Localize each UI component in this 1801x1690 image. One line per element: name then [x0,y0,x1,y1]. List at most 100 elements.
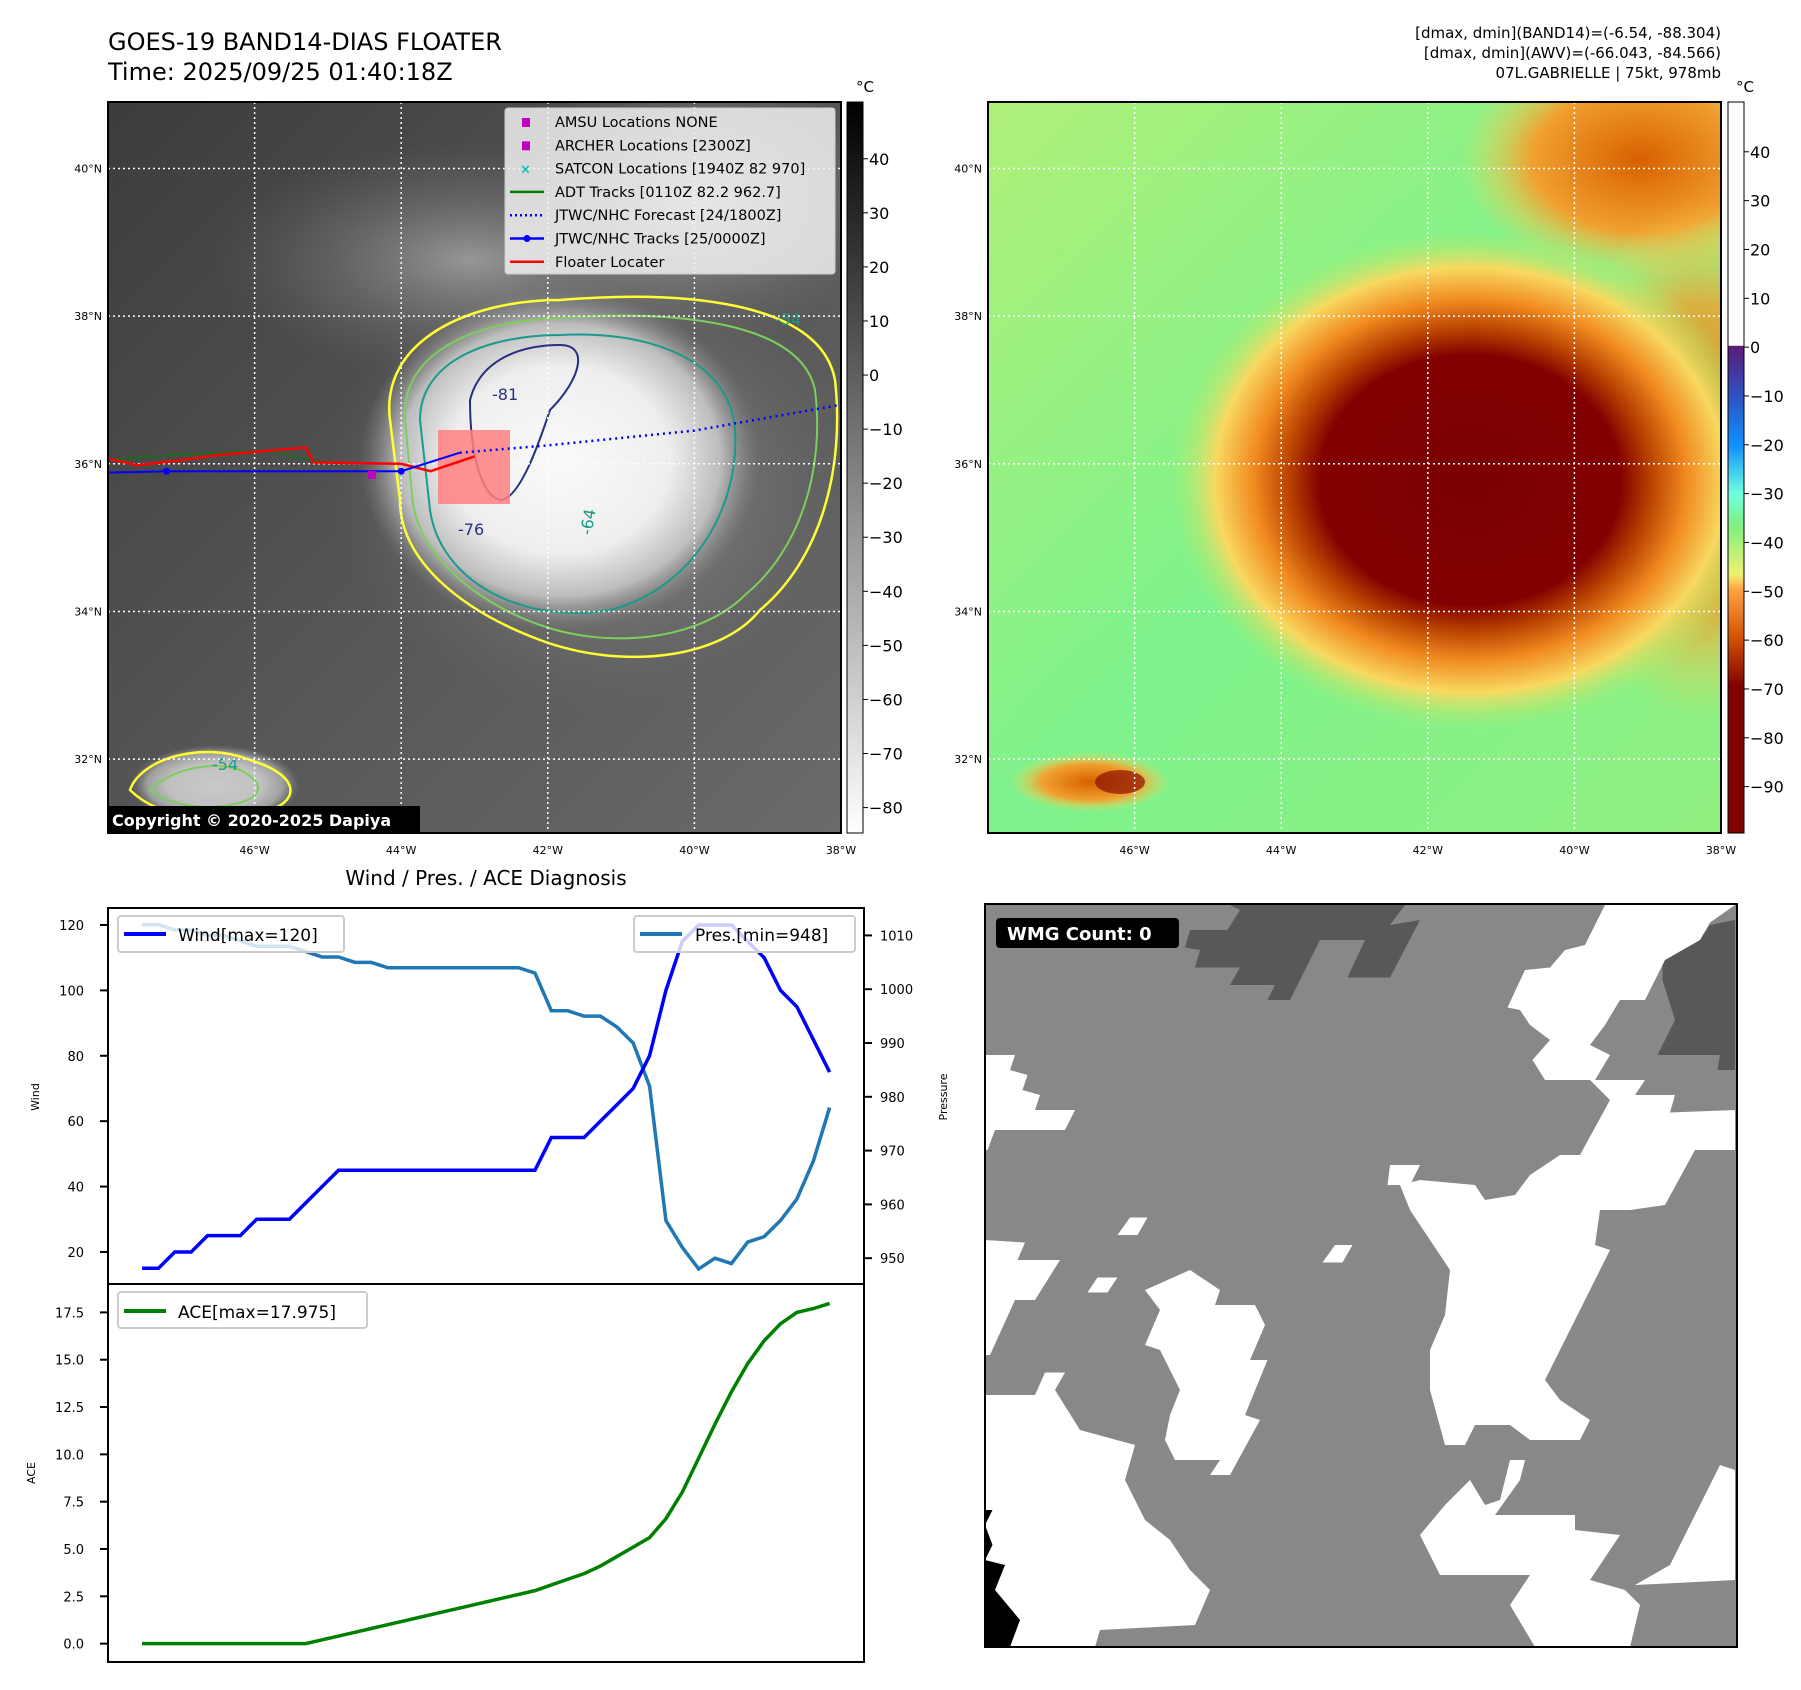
colorbar-tick-label: −30 [869,528,903,547]
ytick-right-label: 970 [880,1145,905,1160]
colorbar-unit: °C [1736,78,1754,96]
colorbar-tick-label: 40 [869,150,889,169]
ytick-label: 60 [67,1115,84,1130]
awv-map [988,102,1721,833]
lon-label: 46°W [239,844,269,857]
contour-label: -76 [458,520,484,539]
floater-locater-track [108,446,475,473]
ytick-label: 40 [67,1181,84,1196]
contour-label: -54 [775,310,801,329]
wind-axis-label: Wind [29,1083,42,1111]
legend-square-icon [522,118,530,127]
colorbar-tick-label: −30 [1750,485,1784,504]
ace-legend-label: ACE[max=17.975] [178,1303,336,1323]
ytick-label: 7.5 [63,1496,84,1511]
legend-label: ADT Tracks [0110Z 82.2 962.7] [555,185,781,201]
ytick-label: 80 [67,1050,84,1065]
figure-time: Time: 2025/09/25 01:40:18Z [107,58,453,86]
ytick-label: 100 [59,984,84,999]
colorbar-tick-label: 0 [1750,338,1760,357]
map-gridlines [988,102,1721,833]
pressure-axis-label: Pressure [937,1073,950,1120]
pressure-legend: Pres.[min=948] [633,915,856,953]
ace-legend: ACE[max=17.975] [117,1291,368,1329]
lon-label: 40°W [1559,844,1589,857]
wind-pressure-chart: 20 40 60 80 100 120 950 960 970 980 990 1000 1010 [59,919,913,1272]
ace-series-line [142,1301,831,1646]
colorbar-tick-label: −60 [869,690,903,709]
colorbar-tick-label: −40 [869,582,903,601]
info-band14: [dmax, dmin](BAND14)=(-6.54, -88.304) [1415,24,1721,42]
chart-title: Wind / Pres. / ACE Diagnosis [345,866,626,890]
lat-label: 32°N [74,753,102,766]
contour-teal [418,333,737,614]
colorbar-tick-label: 10 [1750,289,1770,308]
pressure-series-line [142,922,832,1272]
lat-label: 32°N [954,753,982,766]
contour-label: -81 [492,385,518,404]
legend-x-icon: × [520,163,531,178]
contour-label: -54 [212,755,238,774]
archer-marker [367,470,376,479]
contour-label: -64 [576,507,599,536]
lon-label: 42°W [1413,844,1443,857]
lon-label: 42°W [533,844,563,857]
colorbar-tick-label: −20 [1750,436,1784,455]
colorbar-tick-label: −60 [1750,631,1784,650]
legend-label: SATCON Locations [1940Z 82 970] [555,162,805,178]
info-awv: [dmax, dmin](AWV)=(-66.043, -84.566) [1424,44,1721,62]
ytick-label: 2.5 [63,1590,84,1605]
ytick-right-label: 960 [880,1198,905,1213]
lat-label: 34°N [954,605,982,618]
lat-label: 34°N [74,605,102,618]
ytick-label: 10.0 [55,1448,84,1463]
floater-box [438,430,510,504]
colorbar-tick-label: −10 [869,420,903,439]
lat-label: 38°N [954,310,982,323]
ytick-label: 15.0 [55,1354,84,1369]
copyright-badge: Copyright © 2020-2025 Dapiya [108,806,420,832]
legend-label: JTWC/NHC Tracks [25/0000Z] [554,232,766,248]
colorbar-unit: °C [856,78,874,96]
wmg-count-label: WMG Count: 0 [1007,924,1152,945]
wmg-count-badge: WMG Count: 0 [996,918,1179,948]
colorbar-tick-label: −40 [1750,533,1784,552]
legend-marker-icon [523,235,531,242]
ytick-right-label: 1010 [880,929,913,944]
colorbar-tick-label: −70 [1750,680,1784,699]
lon-label: 38°W [1706,844,1736,857]
colorbar-tick-label: 0 [869,366,879,385]
ytick-label: 5.0 [63,1543,84,1558]
lon-label: 46°W [1119,844,1149,857]
colorbar-tick-label: 10 [869,312,889,331]
ace-chart: 0.0 2.5 5.0 7.5 10.0 12.5 15.0 17.5 [55,1301,831,1653]
map-legend: AMSU Locations NONE ARCHER Locations [230… [504,107,836,275]
lat-label: 40°N [954,162,982,175]
ytick-right-label: 980 [880,1091,905,1106]
jtwc-track [108,451,461,474]
lat-label: 38°N [74,310,102,323]
adt-track [108,449,329,464]
legend-label: Floater Locater [555,255,664,271]
colorbar-awv: °C 40 30 20 10 0 −10 −20 −30 −40 −50 −60 −70 −80 −90 [1727,78,1784,834]
colorbar-tick-label: −20 [869,474,903,493]
map-axis-labels: 40°N 38°N 36°N 34°N 32°N 46°W 44°W 42°W 40°W 38°W… [74,162,1736,857]
wmg-map [984,903,1738,1648]
colorbar-tick-label: 30 [1750,192,1770,211]
contour-yellow [388,295,839,659]
wind-legend-label: Wind[max=120] [178,926,318,946]
ace-axis-label: ACE [25,1462,38,1484]
lat-label: 36°N [954,458,982,471]
storm-tracks [108,403,841,479]
colorbar-tick-label: −80 [1750,729,1784,748]
wind-legend: Wind[max=120] [117,915,345,953]
colorbar-tick-label: 30 [869,204,889,223]
colorbar-tick-label: 20 [869,258,889,277]
lat-label: 40°N [74,162,102,175]
ytick-label: 12.5 [55,1401,84,1416]
wind-series-line [142,923,832,1271]
ytick-label: 0.0 [63,1638,84,1653]
colorbar-tick-label: 20 [1750,240,1770,259]
info-storm: 07L.GABRIELLE | 75kt, 978mb [1496,64,1721,82]
